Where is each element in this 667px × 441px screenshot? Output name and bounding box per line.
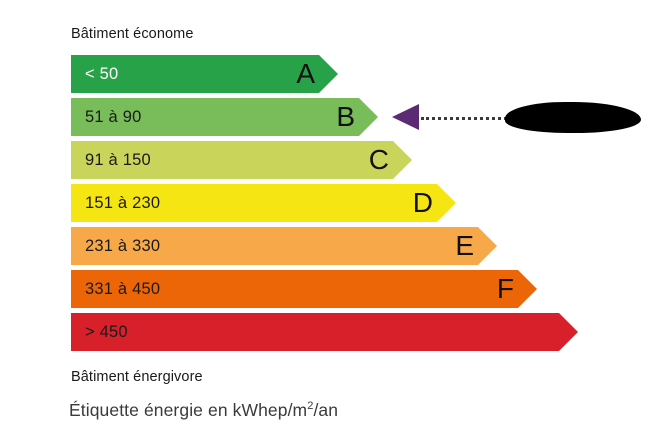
bar-range-label-c: 91 à 150 [85, 151, 151, 169]
caption-energy-intensive-building: Bâtiment énergivore [71, 369, 203, 385]
redacted-consumption-value [505, 102, 641, 133]
bar-shape-c [71, 141, 412, 179]
caption-economical-building: Bâtiment économe [71, 26, 194, 42]
energy-class-bar-g: > 450 [71, 313, 578, 351]
unit-caption-suffix: /an [313, 400, 339, 420]
bar-range-label-g: > 450 [85, 323, 128, 341]
bar-range-label-d: 151 à 230 [85, 194, 161, 212]
bar-range-label-f: 331 à 450 [85, 280, 161, 298]
bar-range-label-b: 51 à 90 [85, 108, 142, 126]
bar-range-label-a: < 50 [85, 65, 119, 83]
bar-shape-e [71, 227, 497, 265]
bar-class-letter-f: F [496, 273, 514, 304]
bar-range-label-e: 231 à 330 [85, 237, 161, 255]
caption-energy-unit: Étiquette énergie en kWhep/m2/an [69, 400, 338, 421]
energy-class-bar-a: < 50 A [71, 55, 338, 93]
energy-class-bar-e: 231 à 330 E [71, 227, 497, 265]
bar-class-letter-c: C [368, 144, 389, 175]
energy-class-bar-f: 331 à 450 F [71, 270, 537, 308]
bar-class-letter-b: B [336, 101, 355, 132]
bar-class-letter-e: E [455, 230, 474, 261]
bar-shape-g [71, 313, 578, 351]
marker-dotted-connector [421, 117, 507, 120]
bar-class-letter-d: D [412, 187, 433, 218]
bar-class-letter-a: A [296, 58, 315, 89]
class-marker-triangle-icon [392, 104, 419, 130]
unit-caption-exponent: 2 [307, 400, 314, 413]
bar-shape-a [71, 55, 338, 93]
energy-class-bar-b: 51 à 90 B [71, 98, 378, 136]
energy-class-bar-c: 91 à 150 C [71, 141, 412, 179]
bar-shape-f [71, 270, 537, 308]
unit-caption-prefix: Étiquette énergie en kWhep/m [69, 400, 308, 420]
energy-class-bar-d: 151 à 230 D [71, 184, 456, 222]
bar-shape-d [71, 184, 456, 222]
bar-shape-b [71, 98, 378, 136]
